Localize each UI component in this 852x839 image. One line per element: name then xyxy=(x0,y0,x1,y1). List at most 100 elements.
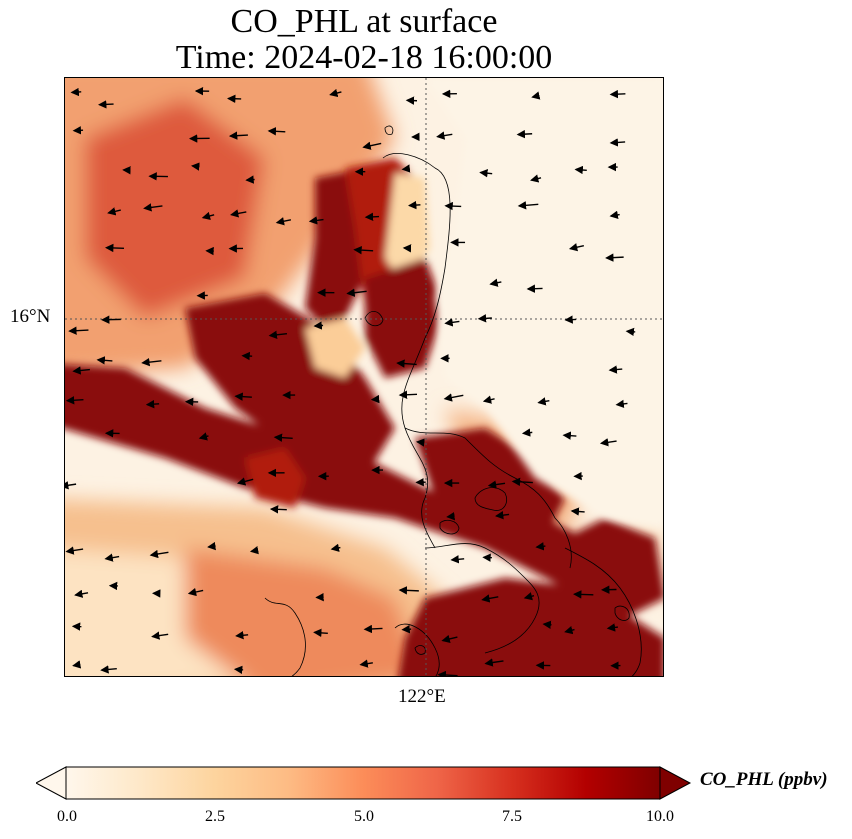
wind-arrow xyxy=(74,589,89,598)
wind-arrow xyxy=(408,200,421,210)
colorbar xyxy=(34,766,696,800)
wind-arrow xyxy=(68,326,89,335)
wind-arrow xyxy=(207,541,216,551)
concentration-field xyxy=(65,78,663,676)
wind-arrow xyxy=(364,212,380,222)
wind-arrow xyxy=(268,330,288,339)
wind-arrow xyxy=(149,549,169,559)
wind-arrow xyxy=(564,626,575,635)
wind-arrow xyxy=(479,169,493,178)
map-title: CO_PHL at surface xyxy=(230,3,498,40)
wind-arrow xyxy=(396,359,417,368)
wind-arrow xyxy=(605,253,624,262)
wind-arrow xyxy=(609,89,626,99)
wind-arrow xyxy=(313,628,328,638)
colorbar-tick-0: 0.0 xyxy=(57,808,77,825)
wind-arrow xyxy=(489,278,502,287)
wind-arrow xyxy=(444,318,460,327)
wind-arrow xyxy=(72,366,90,375)
wind-arrow xyxy=(65,481,77,490)
wind-arrow xyxy=(495,510,510,520)
wind-arrow xyxy=(245,175,255,184)
wind-arrow xyxy=(198,432,209,441)
wind-arrow xyxy=(484,658,504,667)
wind-arrow xyxy=(609,210,620,219)
latitude-label: 16°N xyxy=(10,306,51,327)
wind-arrow xyxy=(362,141,382,150)
wind-arrow xyxy=(416,438,425,447)
wind-arrow xyxy=(436,131,453,140)
wind-arrow xyxy=(523,592,535,601)
wind-arrow xyxy=(329,88,342,98)
wind-arrow xyxy=(273,433,293,442)
wind-arrow xyxy=(609,138,626,147)
wind-arrow xyxy=(477,314,492,323)
map-panel xyxy=(64,77,664,677)
colorbar-tick-4: 10.0 xyxy=(646,808,674,825)
wind-arrow xyxy=(516,129,533,139)
wind-arrow xyxy=(241,351,253,361)
wind-arrow xyxy=(65,546,84,555)
colorbar-max-extend xyxy=(659,766,692,800)
wind-arrow xyxy=(487,480,506,489)
wind-arrow xyxy=(535,542,546,551)
wind-arrow xyxy=(530,174,542,183)
wind-arrow xyxy=(444,201,462,211)
wind-arrow xyxy=(346,288,367,297)
wind-arrow xyxy=(275,217,292,226)
colorbar-gradient xyxy=(65,766,661,800)
wind-arrow xyxy=(574,165,587,175)
wind-arrow xyxy=(481,594,499,603)
wind-arrow xyxy=(151,631,169,640)
wind-arrow xyxy=(72,126,84,135)
colorbar-tick-3: 7.5 xyxy=(502,808,522,825)
wind-arrow xyxy=(143,203,163,212)
wind-arrow xyxy=(570,507,585,516)
wind-arrow xyxy=(100,665,117,674)
wind-arrow xyxy=(573,590,594,599)
wind-arrow xyxy=(98,100,114,109)
wind-arrow xyxy=(233,665,244,675)
wind-arrow xyxy=(401,625,412,634)
wind-arrow xyxy=(542,620,552,629)
wind-arrow xyxy=(625,327,636,337)
wind-arrow xyxy=(359,659,373,668)
wind-arrow xyxy=(606,623,619,632)
concentration-map xyxy=(65,78,663,676)
wind-arrow xyxy=(107,207,121,216)
wind-arrow xyxy=(517,201,539,210)
wind-arrow xyxy=(330,543,341,552)
wind-arrow xyxy=(105,243,125,253)
colorbar-tick-2: 5.0 xyxy=(354,808,374,825)
wind-arrow xyxy=(599,438,617,447)
longitude-label: 122°E xyxy=(398,686,446,707)
wind-arrow xyxy=(443,393,464,402)
wind-arrow xyxy=(398,390,418,399)
wind-arrow xyxy=(96,356,113,365)
wind-arrow xyxy=(104,553,120,562)
wind-arrow xyxy=(511,477,533,487)
wind-arrow xyxy=(482,395,495,404)
wind-arrow xyxy=(537,397,550,406)
colorbar-tick-1: 2.5 xyxy=(205,808,225,825)
wind-arrow xyxy=(236,477,254,486)
wind-arrow xyxy=(230,209,247,218)
wind-arrow xyxy=(446,511,456,521)
colorbar-label: CO_PHL (ppbv) xyxy=(700,769,828,790)
wind-arrow xyxy=(187,587,204,597)
map-subtitle-time: Time: 2024-02-18 16:00:00 xyxy=(175,39,553,76)
wind-arrow xyxy=(72,660,82,669)
wind-arrow xyxy=(228,131,248,140)
wind-arrow xyxy=(141,357,162,367)
wind-arrow xyxy=(450,555,465,564)
wind-arrow xyxy=(308,216,324,225)
wind-arrow xyxy=(235,631,249,640)
wind-arrow xyxy=(269,505,287,514)
wind-vectors xyxy=(65,86,636,676)
colorbar-svg xyxy=(34,766,692,800)
wind-arrow xyxy=(398,586,419,595)
wind-arrow xyxy=(191,162,200,171)
wind-arrow xyxy=(437,670,458,676)
wind-arrow xyxy=(615,399,628,409)
wind-arrow xyxy=(313,321,324,330)
